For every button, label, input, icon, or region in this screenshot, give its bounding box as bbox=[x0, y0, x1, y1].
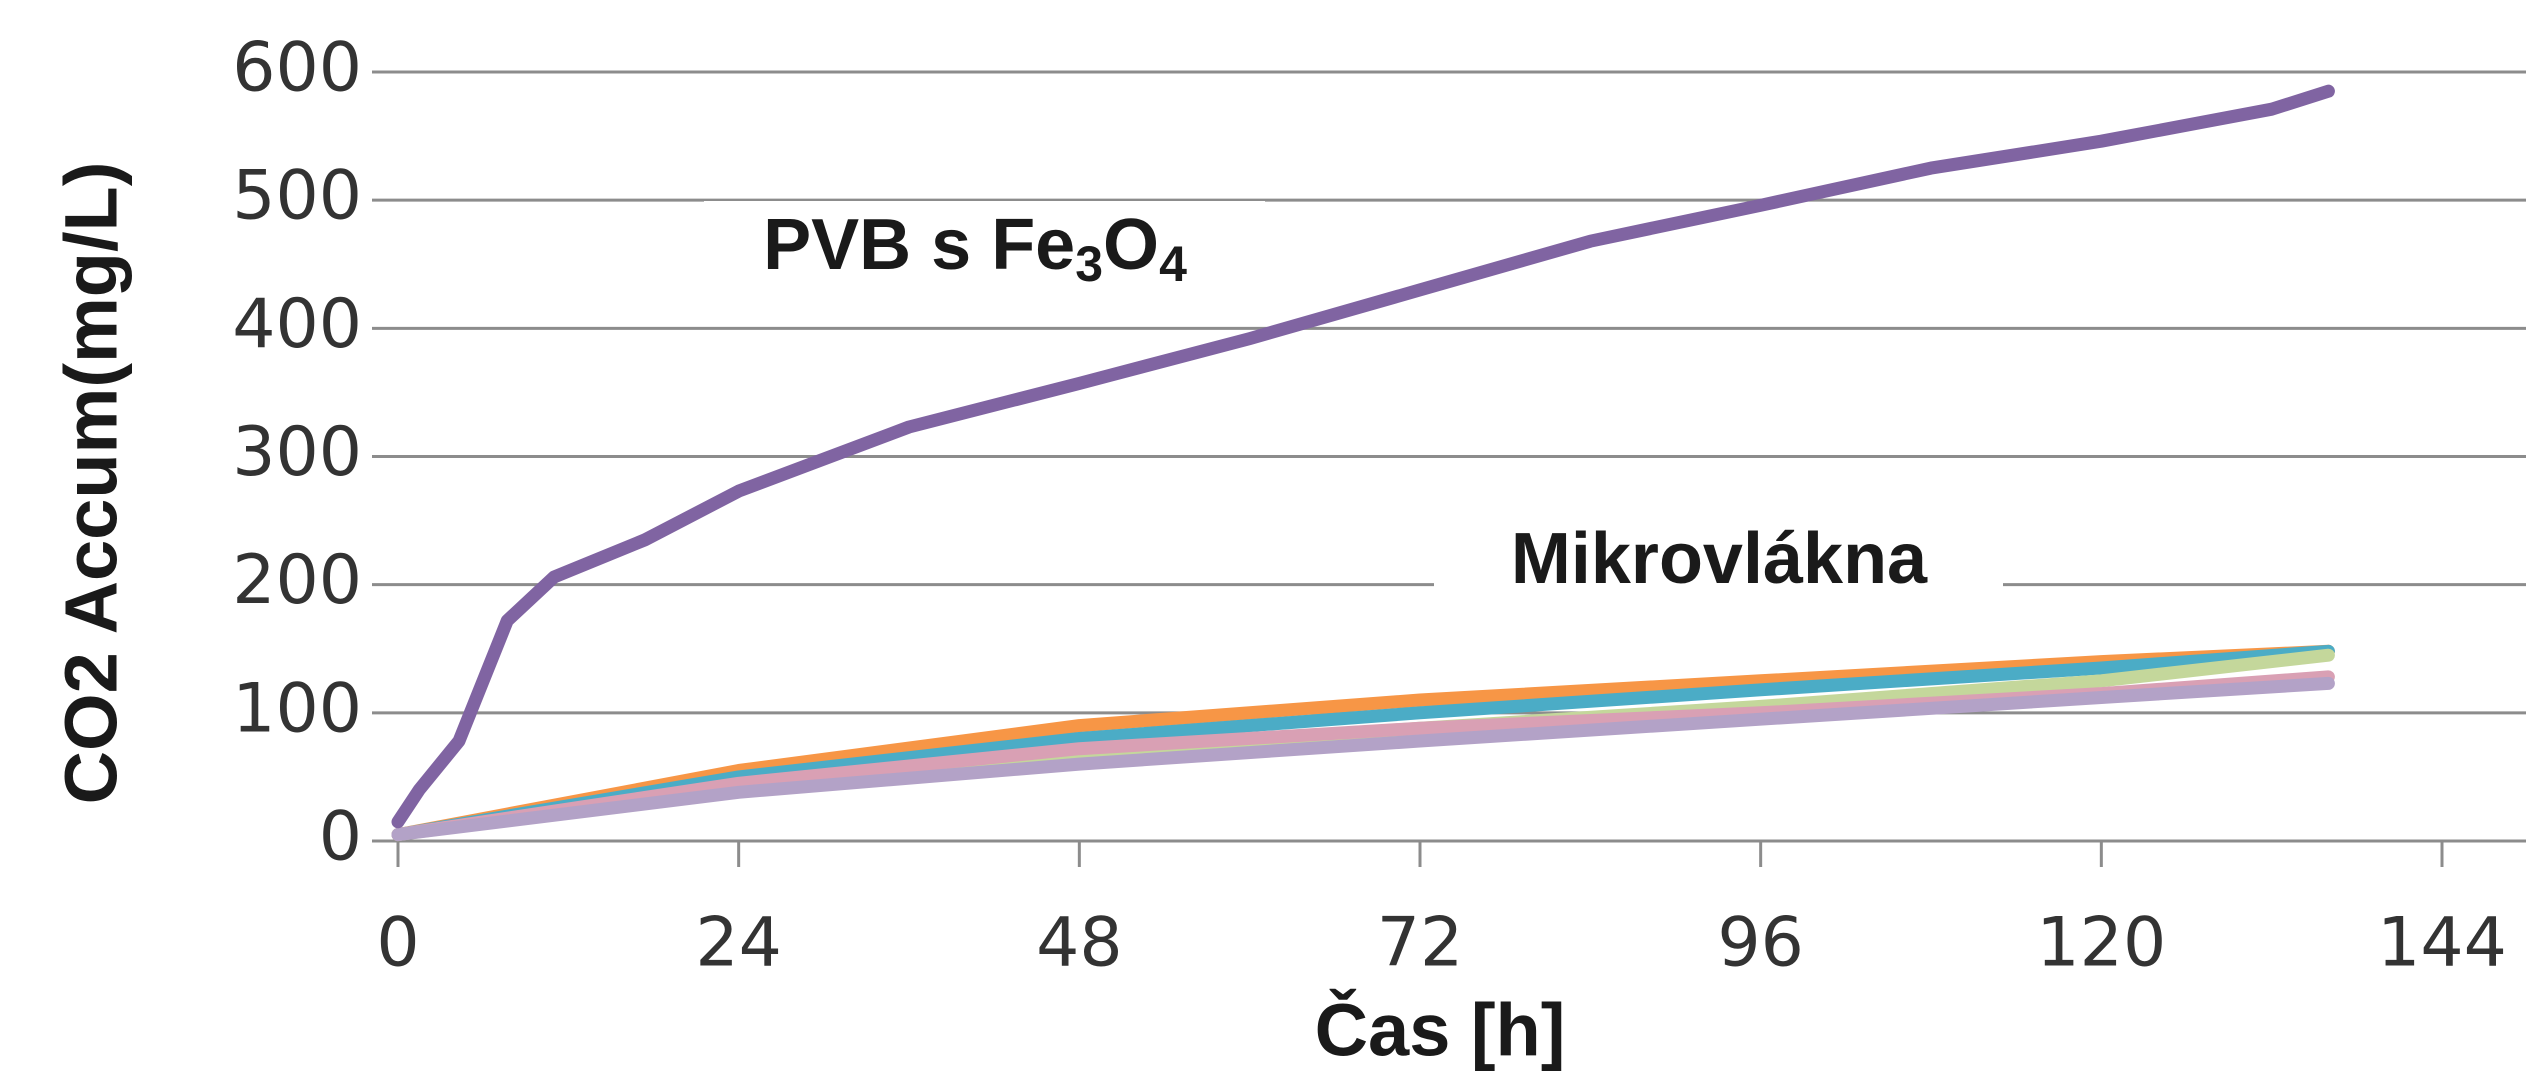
y-tick-label: 500 bbox=[232, 157, 362, 236]
subscript: 3 bbox=[1075, 236, 1103, 292]
annotation: Mikrovlákna bbox=[1511, 519, 1928, 599]
x-tick-label: 72 bbox=[1377, 904, 1464, 983]
annotations: PVB s Fe3O4 Mikrovlákna bbox=[704, 201, 2003, 599]
y-tick-label: 0 bbox=[319, 798, 362, 877]
lines bbox=[398, 91, 2328, 834]
x-tick-label: 24 bbox=[695, 904, 782, 983]
x-tick-label: 120 bbox=[2036, 904, 2166, 983]
x-tick-label: 96 bbox=[1717, 904, 1804, 983]
subscript: 4 bbox=[1159, 236, 1187, 292]
x-tick-label: 144 bbox=[2377, 904, 2507, 983]
y-tick-label: 400 bbox=[232, 285, 362, 364]
annotation-part: O bbox=[1103, 205, 1159, 285]
x-tick-label: 0 bbox=[376, 904, 419, 983]
y-tick-label: 200 bbox=[232, 541, 362, 620]
annotation: PVB s Fe3O4 bbox=[763, 205, 1187, 292]
annotation-part: PVB s Fe bbox=[763, 205, 1075, 285]
grid: 0 100 200 300 400 500 600 0 24 48 72 96 120 144 bbox=[232, 29, 2526, 983]
y-tick-label: 600 bbox=[232, 29, 362, 108]
x-tick-label: 48 bbox=[1036, 904, 1123, 983]
y-tick-label: 100 bbox=[232, 669, 362, 748]
y-axis-title: CO2 Accum(mg/L) bbox=[50, 162, 133, 805]
x-axis-title: Čas [h] bbox=[1315, 989, 1566, 1072]
chart: 0 100 200 300 400 500 600 0 24 48 72 96 120 144 PVB s… bbox=[0, 0, 2526, 1079]
y-tick-label: 300 bbox=[232, 413, 362, 492]
annotation-part: Mikrovlákna bbox=[1511, 519, 1928, 599]
